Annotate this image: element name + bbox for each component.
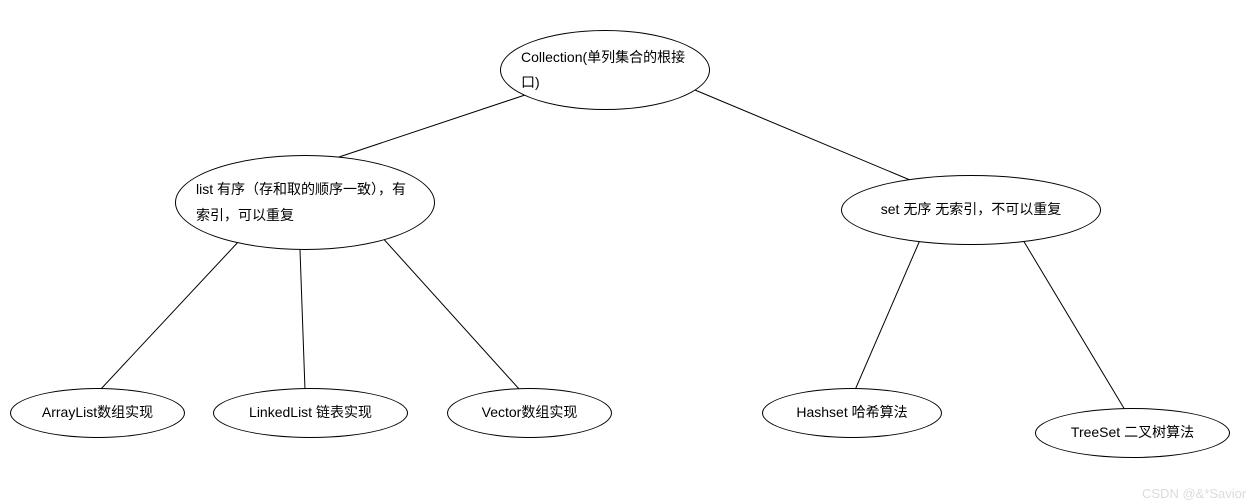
edge-list-linkedlist [300,250,305,390]
node-set: set 无序 无索引，不可以重复 [841,175,1101,245]
edge-root-set [695,90,910,180]
node-label: Hashset 哈希算法 [796,400,907,425]
edge-root-list [330,95,525,160]
edge-list-vector [380,235,520,390]
node-label: ArrayList数组实现 [42,400,153,425]
node-label: list 有序（存和取的顺序一致），有索引，可以重复 [196,177,414,227]
node-collection-root: Collection(单列集合的根接口) [500,30,710,110]
node-arraylist: ArrayList数组实现 [10,388,185,438]
node-label: Vector数组实现 [482,400,578,425]
node-label: TreeSet 二叉树算法 [1071,420,1194,445]
node-list: list 有序（存和取的顺序一致），有索引，可以重复 [175,155,435,250]
node-label: Collection(单列集合的根接口) [521,45,689,95]
node-linkedlist: LinkedList 链表实现 [213,388,408,438]
edge-set-treeset [1020,235,1125,410]
node-label: set 无序 无索引，不可以重复 [881,197,1061,222]
node-label: LinkedList 链表实现 [249,400,372,425]
node-hashset: Hashset 哈希算法 [762,388,942,438]
node-treeset: TreeSet 二叉树算法 [1035,408,1230,458]
edge-set-hashset [855,240,920,390]
watermark-text: CSDN @&*Savior [1142,486,1246,501]
node-vector: Vector数组实现 [447,388,612,438]
edge-list-arraylist [100,240,240,390]
